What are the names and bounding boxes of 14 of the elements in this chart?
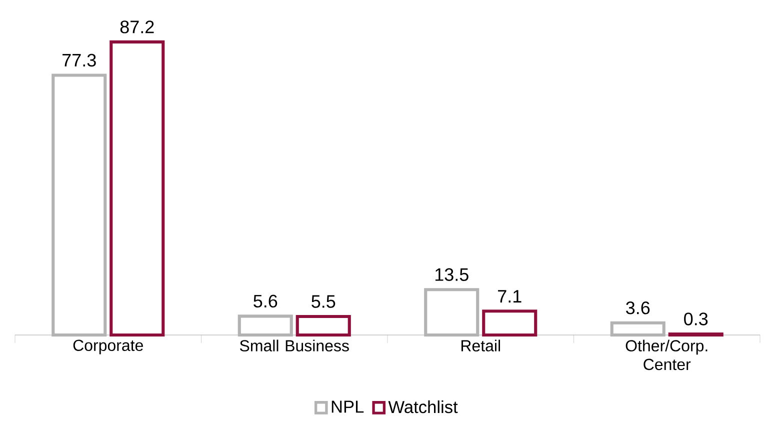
x-tick-label: Corporate (73, 340, 143, 354)
x-tick-label: Small Business (240, 340, 349, 352)
data-label: 5.6 (254, 294, 278, 308)
x-tick-label: Other/Corp. Center (626, 340, 708, 370)
data-label: 7.1 (498, 290, 522, 302)
data-label: 3.6 (626, 302, 650, 314)
data-label: 77.3 (62, 54, 96, 67)
data-label: 87.2 (120, 20, 154, 34)
legend-label: Watchlist (388, 400, 458, 414)
x-tick-label: Retail (461, 340, 500, 352)
data-label: 5.5 (312, 295, 336, 308)
data-label: 13.5 (435, 268, 468, 281)
data-label: 0.3 (684, 312, 708, 326)
legend-label: NPL (332, 400, 364, 413)
